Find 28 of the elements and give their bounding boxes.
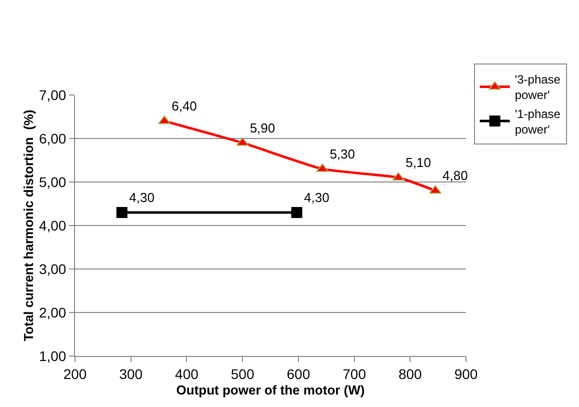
y-tick-label: 6,00 xyxy=(38,130,66,146)
x-tick-label: 500 xyxy=(230,366,254,382)
x-axis-title: Output power of the motor (W) xyxy=(176,382,365,398)
y-tick-label: 3,00 xyxy=(38,260,66,277)
data-label: 6,40 xyxy=(172,98,197,114)
point xyxy=(116,206,128,218)
point xyxy=(291,206,302,218)
y-tick-label: 1,00 xyxy=(38,348,66,364)
data-label: 5,90 xyxy=(250,120,276,136)
data-label: 5,10 xyxy=(406,155,431,170)
x-tick-label: 800 xyxy=(398,366,422,382)
x-tick-label: 700 xyxy=(342,366,366,382)
y-tick-label: 4,00 xyxy=(38,217,66,234)
y-tick-label: 2,00 xyxy=(38,304,66,320)
data-label: 5,30 xyxy=(330,146,356,162)
x-tick-label: 300 xyxy=(119,366,143,382)
x-tick-label: 900 xyxy=(454,366,478,382)
x-tick-label: 200 xyxy=(63,366,87,382)
x-tick-label: 600 xyxy=(286,366,310,382)
legend-label: '1-phase power' xyxy=(514,106,561,136)
x-tick-label: 400 xyxy=(175,366,199,382)
y-axis-title: Total current harmonic distortion (%) xyxy=(20,110,36,342)
data-label: 4,30 xyxy=(304,190,330,205)
data-label: 4,30 xyxy=(129,190,154,205)
legend-label: '3-phase power' xyxy=(514,72,561,102)
y-tick-label: 7,00 xyxy=(38,86,66,103)
y-tick-label: 5,00 xyxy=(38,174,66,190)
data-label: 4,80 xyxy=(442,168,468,184)
